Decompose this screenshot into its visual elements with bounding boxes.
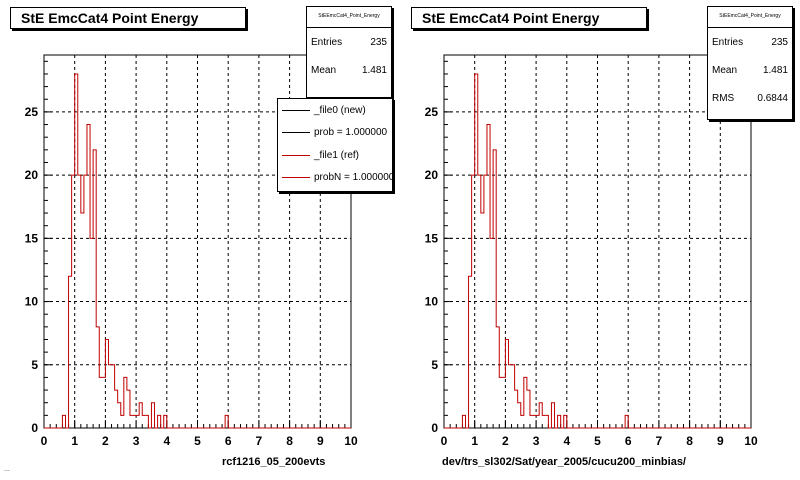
legend-line-icon	[282, 154, 310, 156]
left-x-tick-label: 4	[163, 434, 170, 448]
left-x-tick-label: 3	[133, 434, 140, 448]
left-histogram-title: StE EmcCat4 Point Energy	[10, 7, 246, 29]
legend-entry-probN: probN = 1.000000	[278, 167, 392, 190]
right-stats-mean-row: Mean 1.481	[708, 56, 792, 84]
right-y-tick-label: 5	[431, 358, 438, 372]
left-y-tick-label: 0	[31, 421, 38, 435]
right-stats-rms-row: RMS 0.6844	[708, 84, 792, 112]
right-x-tick-label: 3	[533, 434, 540, 448]
right-x-tick-label: 2	[502, 434, 509, 448]
footnote-text: ...	[4, 466, 10, 473]
legend-entry-prob: prob = 1.000000	[278, 122, 392, 145]
left-x-tick-label: 5	[194, 434, 201, 448]
right-y-tick-label: 0	[431, 421, 438, 435]
right-y-tick-label: 15	[425, 231, 439, 245]
left-stats-box: StEEmcCat4_Point_Energy Entries 235 Mean…	[306, 6, 392, 98]
left-y-tick-label: 5	[31, 358, 38, 372]
legend-label: _file0 (new)	[314, 104, 366, 116]
left-y-tick-label: 15	[25, 231, 39, 245]
left-stats-title: StEEmcCat4_Point_Energy	[318, 13, 380, 19]
left-x-tick-label: 7	[256, 434, 263, 448]
right-x-tick-label: 9	[717, 434, 724, 448]
legend-line-icon	[282, 177, 310, 179]
right-stats-title: StEEmcCat4_Point_Energy	[719, 13, 781, 19]
right-stats-rms-value: 0.6844	[757, 92, 788, 104]
right-x-tick-label: 0	[441, 434, 448, 448]
left-x-tick-label: 2	[102, 434, 109, 448]
right-stats-mean-value: 1.481	[762, 64, 788, 76]
left-legend-box: _file0 (new) prob = 1.000000 _file1 (ref…	[277, 98, 393, 192]
left-stats-entries-label: Entries	[311, 36, 343, 48]
left-x-tick-label: 0	[41, 434, 48, 448]
left-histogram-series	[44, 73, 351, 429]
right-x-tick-label: 4	[563, 434, 570, 448]
left-y-tick-label: 10	[25, 295, 39, 309]
left-stats-entries-row: Entries 235	[307, 28, 391, 56]
legend-line-icon	[282, 132, 310, 134]
right-x-tick-label: 8	[686, 434, 693, 448]
right-y-tick-label: 10	[425, 295, 439, 309]
right-x-tick-label: 7	[656, 434, 663, 448]
legend-label: prob = 1.000000	[314, 127, 388, 139]
right-stats-entries-value: 235	[771, 36, 788, 48]
left-x-caption: rcf1216_05_200evts	[222, 456, 326, 468]
right-stats-entries-row: Entries 235	[708, 28, 792, 56]
legend-label: _file1 (ref)	[314, 149, 360, 161]
legend-entry-file0: _file0 (new)	[278, 99, 392, 122]
legend-label: probN = 1.000000	[314, 172, 393, 184]
legend-line-icon	[282, 109, 310, 111]
left-stats-mean-label: Mean	[311, 64, 337, 76]
left-x-tick-label: 1	[71, 434, 78, 448]
right-y-tick-label: 25	[425, 105, 439, 119]
left-y-tick-label: 20	[25, 168, 39, 182]
right-stats-entries-label: Entries	[712, 36, 744, 48]
right-stats-box: StEEmcCat4_Point_Energy Entries 235 Mean…	[707, 6, 793, 120]
left-x-tick-label: 8	[286, 434, 293, 448]
left-x-tick-label: 10	[344, 434, 358, 448]
left-stats-mean-value: 1.481	[361, 64, 387, 76]
right-x-tick-label: 1	[471, 434, 478, 448]
left-stats-entries-value: 235	[370, 36, 387, 48]
left-stats-mean-row: Mean 1.481	[307, 56, 391, 84]
legend-entry-file1: _file1 (ref)	[278, 144, 392, 167]
right-x-caption: dev/trs_sl302/Sat/year_2005/cucu200_minb…	[442, 456, 686, 468]
right-y-tick-label: 20	[425, 168, 439, 182]
left-x-tick-label: 9	[317, 434, 324, 448]
right-stats-rms-label: RMS	[712, 92, 735, 104]
right-histogram-series	[444, 73, 751, 429]
left-y-tick-label: 25	[25, 105, 39, 119]
right-stats-mean-label: Mean	[712, 64, 738, 76]
right-histogram-title: StE EmcCat4 Point Energy	[411, 7, 647, 29]
left-x-tick-label: 6	[225, 434, 232, 448]
right-x-tick-label: 5	[594, 434, 601, 448]
right-x-tick-label: 10	[744, 434, 758, 448]
right-x-tick-label: 6	[625, 434, 632, 448]
